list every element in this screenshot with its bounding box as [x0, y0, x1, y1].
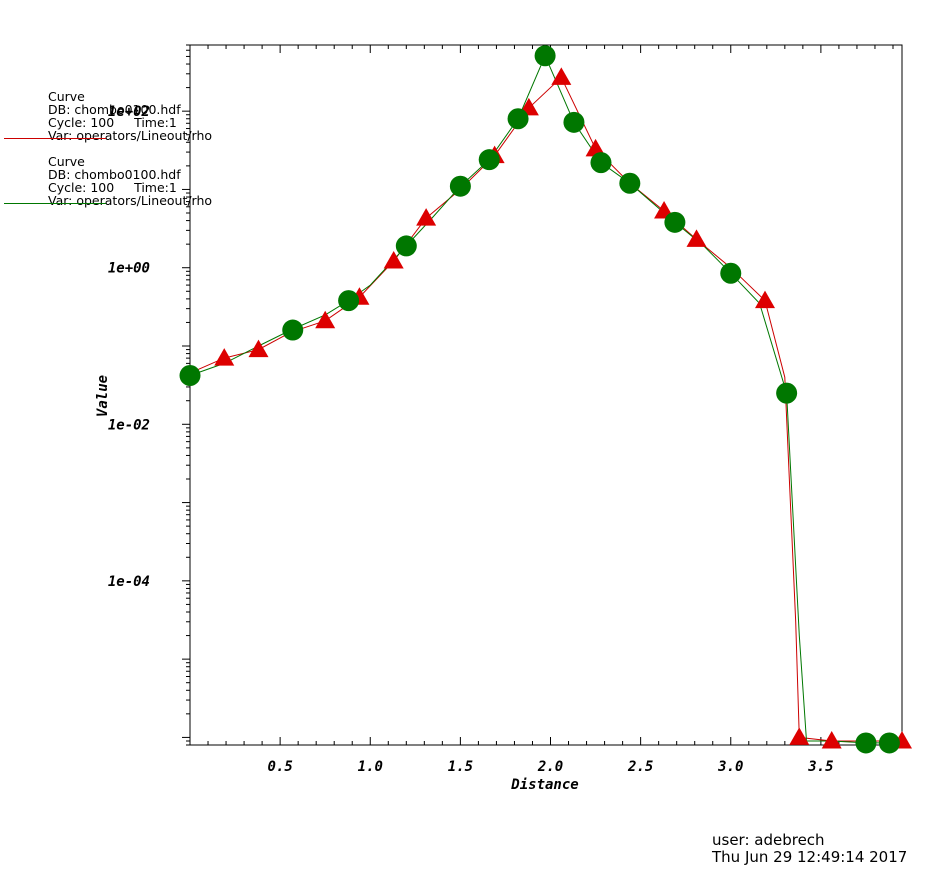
- triangle-marker: [383, 250, 404, 269]
- x-tick-label: 1.5: [448, 759, 473, 775]
- triangle-marker: [214, 348, 235, 366]
- legend-var: Var: operators/Lineout/rho: [48, 128, 213, 143]
- legend-entry: Curve DB: chombo0100.hdf Cycle: 100 Time…: [48, 155, 212, 207]
- legend-entry: Curve DB: chombo0100.hdf Cycle: 100 Time…: [48, 90, 212, 142]
- x-tick-label: 1.0: [358, 759, 383, 775]
- circle-marker: [590, 152, 612, 174]
- axes-layer: 0.5 1.0 1.5 2.0 2.5 3.0 3.5 1e+02 1e+00 1e-02 1e-0…: [108, 44, 903, 775]
- circle-marker: [449, 175, 471, 197]
- timestamp: Thu Jun 29 12:49:14 2017: [712, 848, 908, 866]
- circle-marker: [563, 111, 585, 133]
- x-tick-label: 0.5: [267, 759, 292, 775]
- circle-marker: [855, 732, 877, 754]
- circle-marker: [619, 172, 641, 194]
- triangle-marker: [686, 229, 707, 247]
- circle-marker: [179, 364, 201, 386]
- circle-marker: [720, 262, 742, 284]
- circle-marker: [878, 732, 900, 754]
- legend-db: DB: chombo0100.hdf: [48, 102, 181, 117]
- triangle-marker: [789, 727, 810, 745]
- circle-marker: [776, 382, 798, 404]
- circle-marker: [507, 108, 529, 130]
- x-axis-title: Distance: [510, 777, 578, 793]
- circle-marker: [338, 290, 360, 312]
- triangle-marker: [551, 67, 572, 85]
- y-axis-title: Value: [95, 375, 111, 417]
- plot-frame: [189, 44, 903, 746]
- series-lines: [189, 54, 902, 744]
- circle-marker: [282, 319, 304, 341]
- y-tick-label: 1e+00: [108, 261, 150, 277]
- legend-title: Curve: [48, 154, 85, 169]
- x-tick-label: 3.0: [717, 759, 743, 775]
- triangle-marker: [821, 730, 842, 749]
- x-tick-label: 2.5: [627, 759, 653, 775]
- circle-marker: [534, 45, 556, 67]
- legend-title: Curve: [48, 89, 85, 104]
- series-line-red: [189, 76, 902, 742]
- legend-var: Var: operators/Lineout/rho: [48, 193, 213, 208]
- footer: user: adebrech Thu Jun 29 12:49:14 2017: [712, 832, 907, 866]
- triangle-marker: [585, 138, 606, 157]
- legend-line-red: [4, 138, 106, 139]
- triangle-marker: [416, 208, 437, 226]
- triangle-marker: [315, 310, 336, 329]
- legend-line-green: [4, 203, 106, 204]
- circle-marker: [664, 211, 686, 233]
- x-tick-label: 3.5: [807, 759, 833, 775]
- legend-cycle: Cycle: 100 Time:1: [48, 180, 177, 195]
- y-tick-label: 1e-04: [108, 574, 150, 590]
- user-label: user: adebrech: [712, 831, 825, 849]
- x-tick-label: 2.0: [537, 759, 563, 775]
- triangle-marker: [248, 339, 269, 358]
- circle-marker: [395, 235, 417, 257]
- legend-db: DB: chombo0100.hdf: [48, 167, 181, 182]
- y-tick-label: 1e+02: [108, 104, 150, 120]
- series-markers: [179, 45, 912, 754]
- circle-marker: [478, 149, 500, 171]
- series-line-green: [189, 54, 902, 744]
- triangle-marker: [755, 290, 776, 309]
- legend-cycle: Cycle: 100 Time:1: [48, 115, 177, 130]
- y-tick-label: 1e-02: [108, 417, 150, 433]
